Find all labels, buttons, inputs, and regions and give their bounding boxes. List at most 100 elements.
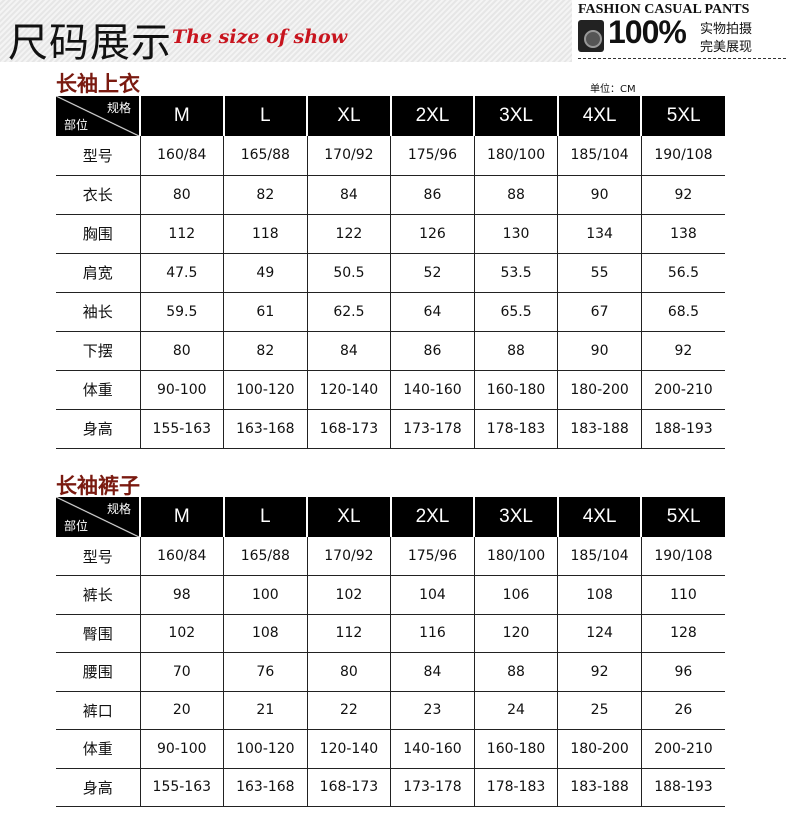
- table-row: 型号 160/84 165/88 170/92 175/96 180/100 185/104…: [56, 136, 725, 176]
- cell-value: 160-180: [473, 729, 558, 769]
- cell-value: 134: [557, 214, 642, 254]
- table-row: 臀围 102 108 112 116 120 124 128: [56, 614, 725, 653]
- cell-value: 92: [557, 652, 642, 692]
- cell-value: 110: [640, 575, 725, 615]
- size-header: M: [140, 96, 225, 136]
- cell-value: 20: [139, 691, 224, 730]
- cell-value: 100: [223, 575, 308, 615]
- tops-size-table: 规格 部位 M L XL 2XL 3XL 4XL 5XL 型号 160/84 165/88 170/92…: [56, 96, 725, 449]
- corner-header: 规格 部位: [56, 497, 141, 537]
- row-label: 体重: [56, 729, 140, 769]
- size-header: 2XL: [390, 497, 476, 537]
- cell-value: 84: [306, 175, 391, 215]
- cell-value: 84: [306, 331, 391, 371]
- pants-title: 长袖裤子: [56, 473, 140, 498]
- cell-value: 120-140: [306, 729, 391, 769]
- row-label: 型号: [56, 136, 140, 176]
- cell-value: 178-183: [473, 768, 558, 807]
- cell-value: 165/88: [223, 537, 308, 576]
- cell-value: 61: [223, 292, 308, 332]
- cell-value: 108: [223, 614, 308, 653]
- row-label: 身高: [56, 409, 140, 449]
- cell-value: 190/108: [640, 136, 725, 176]
- cell-value: 183-188: [557, 409, 642, 449]
- brand-text: FASHION CASUAL PANTS: [578, 2, 750, 17]
- cell-value: 140-160: [390, 370, 475, 410]
- cell-value: 175/96: [390, 537, 475, 576]
- cell-value: 185/104: [557, 136, 642, 176]
- cell-value: 168-173: [306, 768, 391, 807]
- real-photo-text: 实物拍摄: [700, 22, 753, 37]
- table-row: 袖长 59.5 61 62.5 64 65.5 67 68.5: [56, 292, 725, 332]
- cell-value: 64: [390, 292, 475, 332]
- size-header: 4XL: [557, 497, 643, 537]
- cell-value: 82: [223, 331, 308, 371]
- cell-value: 116: [390, 614, 475, 653]
- camera-icon: [578, 20, 604, 52]
- cell-value: 163-168: [223, 409, 308, 449]
- unit-label: 单位：CM: [590, 84, 636, 95]
- header-row: 规格 部位 M L XL 2XL 3XL 4XL 5XL: [56, 497, 725, 537]
- cell-value: 180-200: [557, 729, 642, 769]
- table-row: 胸围 112 118 122 126 130 134 138: [56, 214, 725, 254]
- row-label: 下摆: [56, 331, 140, 371]
- cell-value: 130: [473, 214, 558, 254]
- table-row: 体重 90-100 100-120 120-140 140-160 160-180 180-…: [56, 729, 725, 769]
- cell-value: 128: [640, 614, 725, 653]
- header-row: 规格 部位 M L XL 2XL 3XL 4XL 5XL: [56, 96, 725, 136]
- cell-value: 100-120: [223, 729, 308, 769]
- cell-value: 178-183: [473, 409, 558, 449]
- row-label: 肩宽: [56, 253, 140, 293]
- cell-value: 160/84: [139, 136, 224, 176]
- table-row: 裤长 98 100 102 104 106 108 110: [56, 575, 725, 615]
- cell-value: 92: [640, 331, 725, 371]
- row-label: 衣长: [56, 175, 140, 215]
- cell-value: 102: [306, 575, 391, 615]
- table-row: 身高 155-163 163-168 168-173 173-178 178-183 183…: [56, 409, 725, 449]
- cell-value: 175/96: [390, 136, 475, 176]
- row-label: 型号: [56, 537, 140, 576]
- cell-value: 90: [557, 175, 642, 215]
- table-row: 身高 155-163 163-168 168-173 173-178 178-183 183…: [56, 768, 725, 807]
- table-row: 下摆 80 82 84 86 88 90 92: [56, 331, 725, 371]
- cell-value: 112: [306, 614, 391, 653]
- cell-value: 23: [390, 691, 475, 730]
- cell-value: 160-180: [473, 370, 558, 410]
- size-header: 3XL: [474, 497, 559, 537]
- divider: [578, 58, 786, 59]
- size-header: 3XL: [474, 96, 559, 136]
- cell-value: 59.5: [139, 292, 224, 332]
- cell-value: 165/88: [223, 136, 308, 176]
- table-row: 肩宽 47.5 49 50.5 52 53.5 55 56.5: [56, 253, 725, 293]
- cell-value: 24: [473, 691, 558, 730]
- cell-value: 62.5: [306, 292, 391, 332]
- cell-value: 120-140: [306, 370, 391, 410]
- cell-value: 180/100: [473, 537, 558, 576]
- cell-value: 122: [306, 214, 391, 254]
- cell-value: 118: [223, 214, 308, 254]
- table-row: 腰围 70 76 80 84 88 92 96: [56, 652, 725, 692]
- cell-value: 70: [139, 652, 224, 692]
- cell-value: 88: [473, 652, 558, 692]
- cell-value: 92: [640, 175, 725, 215]
- size-header: M: [140, 497, 225, 537]
- size-header: 2XL: [390, 96, 476, 136]
- cell-value: 90-100: [139, 370, 224, 410]
- size-header: L: [223, 96, 309, 136]
- size-header: XL: [307, 96, 392, 136]
- cell-value: 102: [139, 614, 224, 653]
- cell-value: 22: [306, 691, 391, 730]
- cell-value: 80: [139, 331, 224, 371]
- perfect-show-text: 完美展现: [700, 40, 753, 55]
- banner: 尺码展示 The size of show FASHION CASUAL PAN…: [0, 0, 790, 66]
- cell-value: 124: [557, 614, 642, 653]
- cell-value: 188-193: [640, 409, 725, 449]
- cell-value: 173-178: [390, 409, 475, 449]
- cell-value: 180/100: [473, 136, 558, 176]
- cell-value: 106: [473, 575, 558, 615]
- table-row: 裤口 20 21 22 23 24 25 26: [56, 691, 725, 730]
- cell-value: 25: [557, 691, 642, 730]
- cell-value: 49: [223, 253, 308, 293]
- cell-value: 56.5: [640, 253, 725, 293]
- cell-value: 21: [223, 691, 308, 730]
